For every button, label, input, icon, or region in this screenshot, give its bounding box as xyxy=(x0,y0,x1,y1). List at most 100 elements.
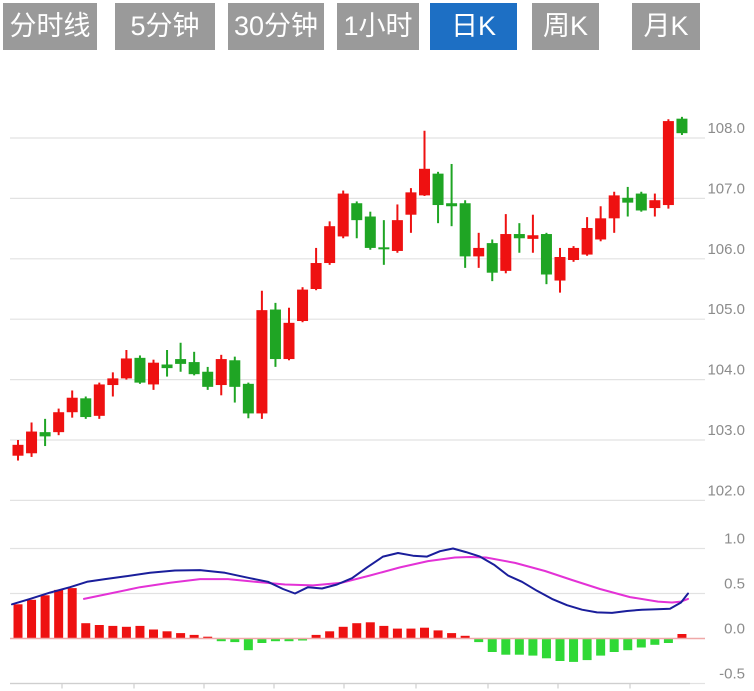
candle-up xyxy=(297,289,309,322)
macd-bar-positive xyxy=(189,634,199,639)
macd-bar-positive xyxy=(67,588,77,639)
macd-bar-negative xyxy=(528,638,538,656)
macd-bar-positive xyxy=(311,634,321,639)
macd-bar-positive xyxy=(338,626,348,639)
macd-bar-positive xyxy=(352,623,362,639)
tab-weekly-k[interactable]: 周K xyxy=(532,3,599,50)
candle-up xyxy=(527,235,539,239)
macd-bar-negative xyxy=(230,638,240,643)
macd-axis-label: 0.5 xyxy=(724,576,745,593)
macd-bar-positive xyxy=(447,633,457,639)
candle-down xyxy=(513,234,525,239)
candle-up xyxy=(120,358,132,379)
tab-monthly-k[interactable]: 月K xyxy=(632,3,700,50)
candle-up xyxy=(12,444,24,456)
candle-up xyxy=(473,247,485,257)
macd-bar-negative xyxy=(474,638,484,643)
macd-bar-positive xyxy=(460,635,470,639)
macd-bar-negative xyxy=(555,638,565,661)
candle-down xyxy=(134,357,146,383)
candle-down xyxy=(202,371,214,387)
macd-bar-positive xyxy=(54,589,64,639)
macd-bar-negative xyxy=(569,638,579,662)
candle-up xyxy=(310,263,322,289)
candle-up xyxy=(337,193,349,237)
price-axis-label: 108.0 xyxy=(707,120,745,137)
price-axis-label: 102.0 xyxy=(707,482,745,499)
macd-bar-positive xyxy=(406,628,416,639)
macd-bar-negative xyxy=(609,638,619,652)
macd-axis-label: 1.0 xyxy=(724,531,745,548)
macd-bar-positive xyxy=(121,626,131,639)
candle-up xyxy=(53,412,65,433)
macd-bar-negative xyxy=(298,638,308,641)
macd-bar-positive xyxy=(176,633,186,639)
price-axis-label: 106.0 xyxy=(707,241,745,258)
candle-down xyxy=(622,197,634,203)
timeframe-toolbar: 分时线 5分钟 30分钟 1小时 日K 周K 月K xyxy=(0,0,754,57)
macd-bar-negative xyxy=(216,638,226,642)
macd-bar-negative xyxy=(501,638,511,655)
macd-bar-negative xyxy=(596,638,606,656)
candle-down xyxy=(39,432,51,437)
candle-up xyxy=(215,359,227,386)
candle-up xyxy=(405,192,417,215)
macd-bar-positive xyxy=(27,599,37,639)
macd-bar-negative xyxy=(257,638,267,643)
tab-30min[interactable]: 30分钟 xyxy=(228,3,324,50)
candle-up xyxy=(283,322,295,360)
macd-bar-positive xyxy=(420,627,429,639)
candle-up xyxy=(66,397,78,413)
candle-up xyxy=(500,234,512,271)
candle-up xyxy=(595,218,607,240)
macd-bar-negative xyxy=(636,638,646,648)
macd-bar-positive xyxy=(108,625,118,639)
candle-up xyxy=(391,220,403,251)
macd-axis-label: 0.0 xyxy=(724,621,745,638)
macd-axis-label: -0.5 xyxy=(719,666,745,683)
macd-bar-negative xyxy=(284,638,294,642)
tab-daily-k[interactable]: 日K xyxy=(430,3,517,50)
tab-5min[interactable]: 5分钟 xyxy=(115,3,215,50)
candle-down xyxy=(188,362,200,375)
macd-bar-negative xyxy=(541,638,551,659)
macd-bar-negative xyxy=(582,638,592,661)
candle-down xyxy=(378,247,390,250)
macd-bar-positive xyxy=(379,625,389,639)
candle-down xyxy=(635,193,647,211)
candle-up xyxy=(93,384,105,416)
macd-bar-positive xyxy=(433,630,443,639)
candle-up xyxy=(256,310,268,414)
macd-bar-positive xyxy=(149,629,158,639)
macd-bar-positive xyxy=(162,631,172,639)
candle-down xyxy=(269,309,281,360)
candle-down xyxy=(175,359,187,364)
tab-timeline[interactable]: 分时线 xyxy=(3,3,97,50)
candle-up xyxy=(662,121,674,206)
macd-bar-positive xyxy=(677,634,687,639)
candle-up xyxy=(554,256,566,281)
candle-down xyxy=(446,203,458,207)
macd-bar-positive xyxy=(392,628,402,639)
macd-bar-negative xyxy=(514,638,524,655)
candle-down xyxy=(540,234,552,275)
candle-down xyxy=(161,364,173,369)
candle-up xyxy=(581,227,593,255)
macd-bar-positive xyxy=(135,625,145,639)
candle-down xyxy=(432,173,444,206)
candle-down xyxy=(351,203,363,221)
macd-bar-positive xyxy=(13,604,23,639)
macd-bar-negative xyxy=(270,638,280,642)
candle-down xyxy=(459,203,471,257)
price-axis-label: 107.0 xyxy=(707,180,745,197)
candle-up xyxy=(419,168,430,196)
macd-bar-positive xyxy=(81,623,91,639)
candle-up xyxy=(324,226,336,264)
tab-1hour[interactable]: 1小时 xyxy=(337,3,419,50)
price-axis-label: 105.0 xyxy=(707,301,745,318)
candle-up xyxy=(148,362,159,385)
candle-up xyxy=(649,200,661,209)
candle-down xyxy=(486,243,498,273)
